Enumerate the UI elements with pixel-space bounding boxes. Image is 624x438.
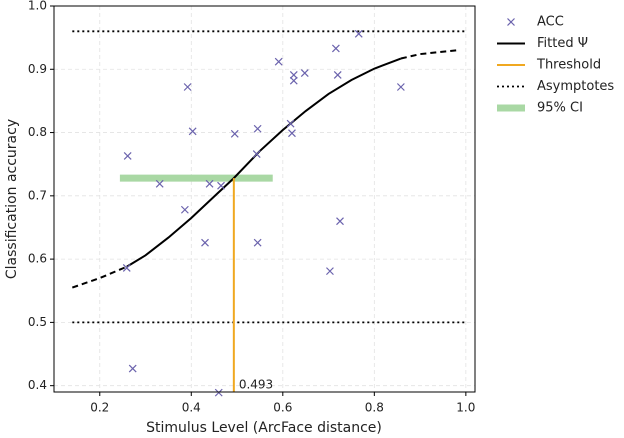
data-point (123, 152, 132, 160)
y-tick-label: 0.4 (28, 378, 47, 392)
y-tick-label: 1.0 (28, 0, 47, 13)
x-tick-label: 1.0 (456, 401, 475, 415)
y-tick-label: 0.6 (28, 252, 47, 266)
data-point (331, 44, 340, 53)
data-point (217, 181, 225, 190)
data-point (288, 129, 296, 138)
data-point (253, 238, 262, 247)
y-tick-label: 0.9 (28, 62, 47, 76)
data-point (122, 264, 131, 272)
data-point (336, 217, 344, 226)
data-point (205, 179, 214, 188)
legend-label: Asymptotes (537, 79, 614, 94)
fit-curve (71, 265, 128, 289)
data-point (289, 71, 298, 79)
data-point (128, 364, 137, 373)
x-tick-label: 0.4 (182, 401, 201, 415)
data-point (183, 83, 192, 91)
x-axis-label: Stimulus Level (ArcFace distance) (146, 420, 382, 436)
data-point (188, 127, 197, 136)
data-point (354, 29, 363, 38)
fit-curve (400, 49, 457, 60)
data-point (253, 124, 262, 133)
legend-marker (507, 18, 515, 26)
data-point (214, 388, 223, 397)
data-point (155, 179, 164, 188)
data-point (286, 119, 295, 128)
y-tick-label: 0.5 (28, 315, 47, 329)
x-tick-label: 0.6 (273, 401, 292, 415)
fit-curve (126, 57, 402, 268)
data-point (396, 83, 405, 91)
legend-label: 95% CI (537, 101, 583, 116)
x-tick-label: 0.2 (90, 401, 109, 415)
data-point (252, 150, 261, 158)
legend-label: Threshold (536, 58, 601, 73)
y-tick-label: 0.7 (28, 188, 47, 202)
legend-label: ACC (537, 15, 564, 30)
legend-label: Fitted Ψ (537, 36, 588, 51)
data-point (326, 267, 334, 276)
data-point (289, 76, 298, 85)
y-tick-label: 0.8 (28, 125, 47, 139)
plot-frame (53, 5, 476, 393)
data-point (274, 57, 283, 66)
x-tick-label: 0.8 (365, 401, 384, 415)
data-point (333, 71, 342, 79)
data-point (230, 129, 239, 138)
threshold-label: 0.493 (239, 378, 273, 392)
data-point (180, 205, 189, 214)
data-point (201, 238, 209, 247)
data-point (300, 69, 309, 77)
y-axis-label: Classification accuracy (4, 119, 20, 279)
